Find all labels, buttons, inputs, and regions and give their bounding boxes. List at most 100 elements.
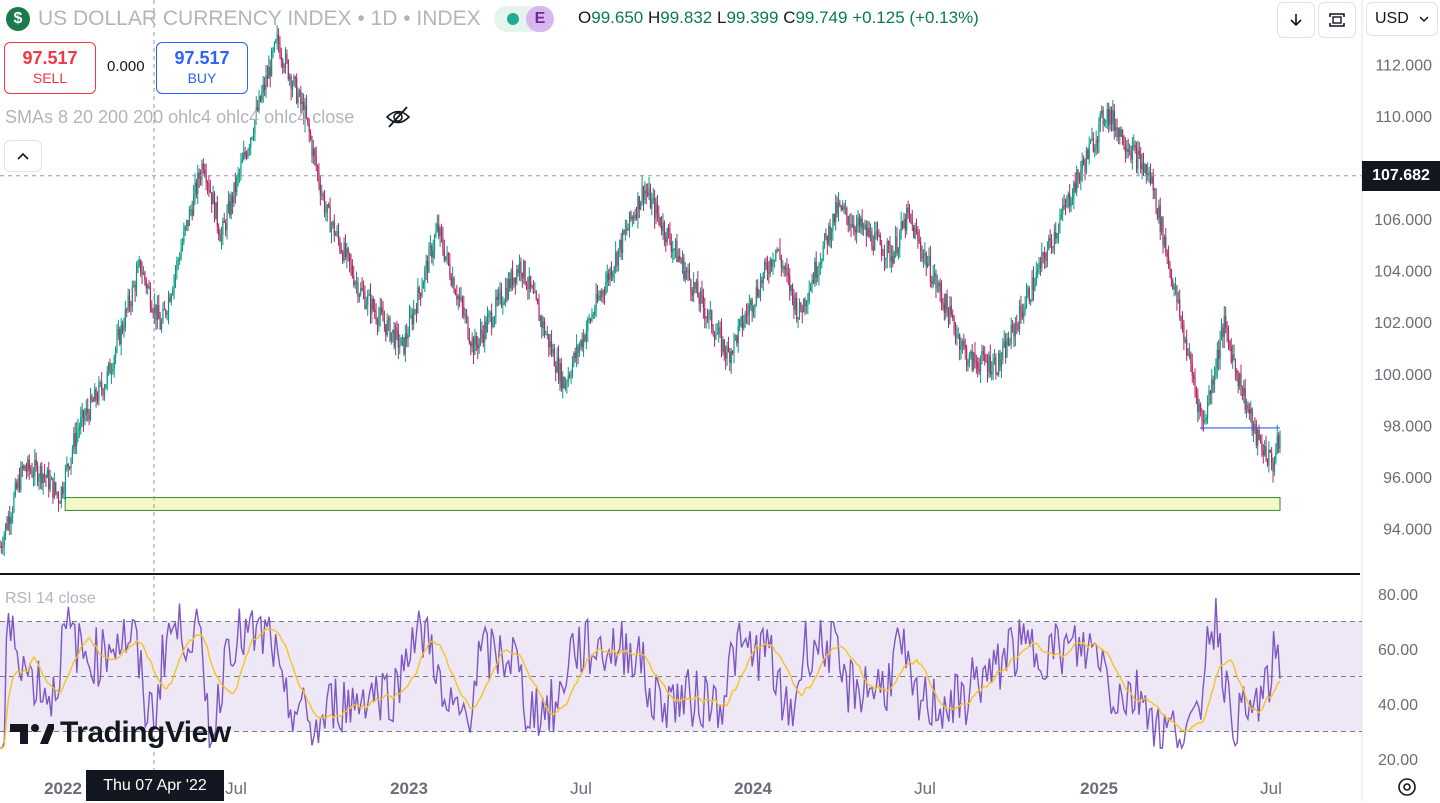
candle-body	[179, 259, 181, 261]
eye-off-icon[interactable]	[384, 104, 412, 135]
candle-body	[314, 148, 316, 156]
candle-body	[1105, 119, 1107, 123]
candle-body	[850, 224, 852, 228]
candle-body	[1095, 140, 1097, 148]
earnings-badge[interactable]: E	[526, 6, 554, 32]
candle-body	[113, 357, 115, 370]
candle-body	[828, 226, 830, 245]
candle-body	[272, 50, 274, 52]
candle-body	[998, 353, 1000, 375]
candle-body	[1103, 122, 1106, 125]
symbol-title[interactable]: US DOLLAR CURRENCY INDEX • 1D • INDEX	[38, 7, 481, 30]
candle-body	[1084, 163, 1086, 172]
candle-body	[1066, 198, 1068, 207]
candle-body	[297, 94, 299, 103]
candle-body	[1138, 150, 1140, 155]
candle-body	[213, 193, 216, 220]
candle-body	[311, 139, 313, 156]
candle-body	[23, 465, 25, 469]
candle-body	[304, 105, 306, 122]
candle-body	[1198, 404, 1200, 412]
candle-body	[1265, 445, 1267, 461]
candle-body	[915, 228, 918, 232]
candle-body	[982, 351, 984, 355]
candle-body	[534, 292, 536, 294]
candle-body	[619, 240, 621, 249]
candle-body	[130, 305, 132, 307]
candle-body	[449, 262, 451, 277]
tradingview-logo[interactable]: TradingView	[10, 716, 231, 750]
spread-value: 0.000	[107, 58, 145, 75]
candle-body	[465, 314, 468, 318]
candle-body	[545, 334, 547, 336]
candle-body	[205, 174, 207, 184]
buy-button[interactable]: 97.517 BUY	[156, 42, 248, 94]
candle-body	[759, 280, 762, 297]
candle-body	[1250, 408, 1252, 414]
candle-body	[815, 261, 817, 278]
support-zone[interactable]	[64, 497, 1281, 511]
candle-body	[17, 478, 19, 489]
candle-body	[433, 236, 436, 250]
candle-body	[426, 261, 429, 273]
candle-body	[1248, 409, 1250, 414]
fullscreen-button[interactable]	[1318, 2, 1356, 38]
candle-body	[155, 304, 157, 321]
download-button[interactable]	[1277, 2, 1315, 38]
candle-body	[758, 295, 760, 297]
candle-body	[543, 321, 546, 335]
candle-body	[808, 291, 810, 301]
candle-body	[499, 290, 501, 294]
candle-body	[95, 389, 97, 400]
candle-body	[294, 76, 296, 79]
candle-body	[1154, 189, 1156, 191]
candle-body	[681, 257, 684, 264]
candle-body	[849, 224, 851, 226]
candle-body	[644, 190, 646, 200]
candle-body	[410, 315, 412, 317]
candle-body	[321, 194, 323, 196]
candle-body	[720, 328, 723, 352]
candle-body	[336, 230, 338, 235]
candle-body	[686, 271, 688, 273]
candle-body	[502, 304, 504, 306]
candle-body	[768, 272, 770, 274]
candle-body	[843, 206, 845, 210]
candle-body	[37, 465, 39, 483]
candle-body	[286, 53, 288, 61]
candle-body	[705, 317, 707, 319]
candle-body	[1120, 129, 1122, 137]
candle-body	[584, 335, 586, 341]
candle-body	[1031, 277, 1033, 301]
candle-body	[98, 383, 100, 402]
rsi-indicator-label[interactable]: RSI 14 close	[5, 590, 96, 607]
candle-body	[1030, 300, 1032, 302]
candle-body	[265, 75, 267, 90]
candle-body	[73, 433, 75, 450]
candle-body	[1005, 341, 1007, 358]
candle-body	[761, 280, 763, 284]
candle-body	[495, 296, 497, 318]
candle-body	[996, 372, 998, 375]
candle-body	[1222, 327, 1224, 337]
candle-body	[386, 320, 388, 335]
currency-select[interactable]: USD	[1366, 2, 1438, 36]
candle-body	[867, 227, 869, 236]
candle-body	[956, 335, 958, 338]
candle-body	[411, 315, 413, 325]
candle-body	[392, 329, 394, 333]
candle-body	[43, 474, 46, 477]
collapse-legend-button[interactable]	[4, 140, 42, 172]
sma-indicator-label[interactable]: SMAs 8 20 200 200 ohlc4 ohlc4 ohlc4 clos…	[5, 107, 355, 127]
candle-body	[269, 66, 271, 77]
settings-icon[interactable]	[1396, 776, 1418, 803]
candle-body	[503, 301, 505, 305]
candle-body	[869, 231, 872, 238]
candle-body	[525, 283, 528, 288]
candle-body	[697, 281, 699, 298]
candle-body	[21, 466, 23, 469]
candle-body	[620, 240, 622, 253]
candle-body	[1131, 145, 1133, 160]
sell-button[interactable]: 97.517 SELL	[4, 42, 96, 94]
